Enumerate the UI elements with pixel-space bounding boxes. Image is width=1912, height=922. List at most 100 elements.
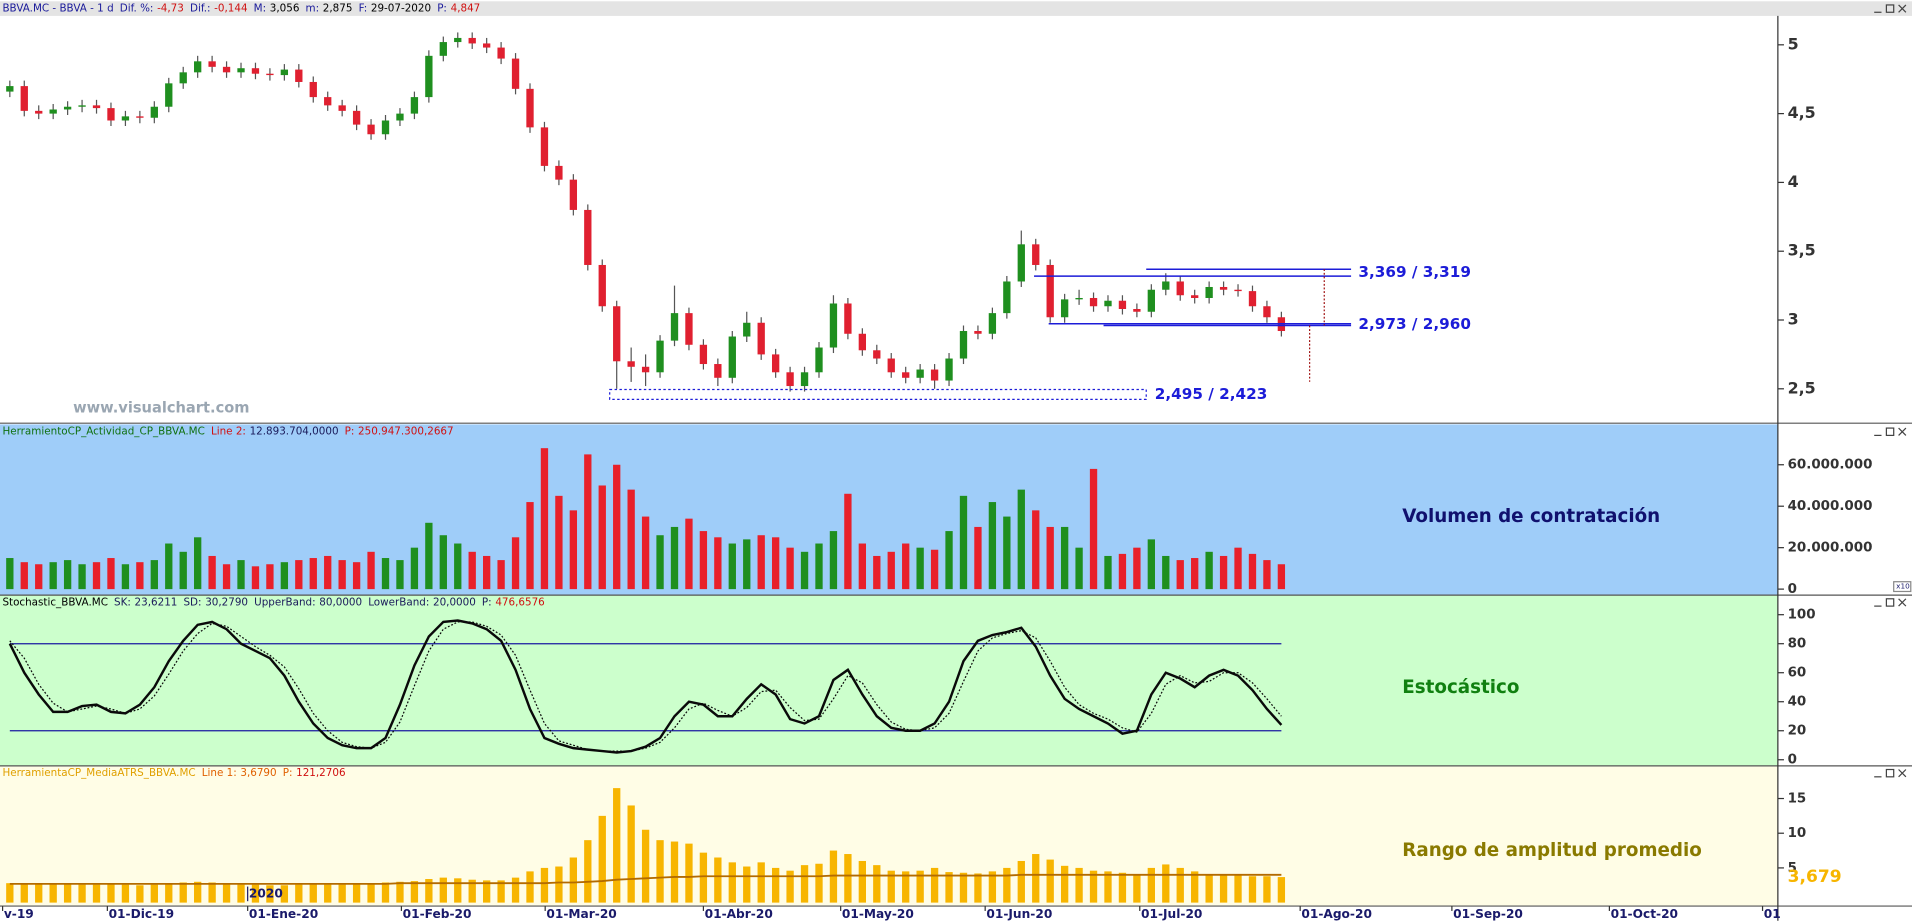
candle-body xyxy=(714,364,722,378)
bar xyxy=(1277,877,1286,903)
axis-background xyxy=(1777,765,1912,907)
bar xyxy=(714,857,722,903)
bar xyxy=(1277,564,1286,590)
bar xyxy=(887,870,895,903)
y-tick-label: 0 xyxy=(1788,582,1797,597)
y-tick-label: 60.000.000 xyxy=(1788,458,1873,473)
header-stat-value: 3,056 xyxy=(270,3,300,15)
bar xyxy=(771,867,780,903)
bar xyxy=(555,866,563,903)
candle-body xyxy=(670,313,679,341)
candle-body xyxy=(988,313,997,334)
y-tick-label: 3,5 xyxy=(1788,241,1816,260)
bar xyxy=(844,493,852,590)
bar xyxy=(1234,547,1242,590)
candle-body xyxy=(1060,299,1069,318)
bar xyxy=(743,539,751,590)
bar xyxy=(6,558,14,590)
candle-body xyxy=(974,331,982,334)
candle-body xyxy=(627,361,635,367)
candle-body xyxy=(20,86,28,111)
candle-body xyxy=(1032,244,1040,265)
candle-body xyxy=(194,61,202,73)
candle-body xyxy=(309,81,317,98)
bar xyxy=(92,884,101,903)
y-tick-label: 15 xyxy=(1788,792,1807,807)
bar xyxy=(439,877,447,903)
bar xyxy=(251,566,260,590)
bar xyxy=(1017,489,1025,590)
bar xyxy=(1219,874,1228,903)
candle-body xyxy=(916,369,924,378)
scale-note: x10 xyxy=(1896,582,1910,591)
bar xyxy=(526,502,534,590)
header-stat-value: 4,847 xyxy=(451,3,481,15)
bar xyxy=(959,495,968,590)
bar xyxy=(627,489,635,590)
x-tick-label: 01 xyxy=(1764,907,1781,921)
candle-body xyxy=(728,336,736,378)
bar xyxy=(714,537,722,590)
candle-body xyxy=(150,106,158,118)
bar xyxy=(136,562,144,590)
window-close xyxy=(1898,4,1907,13)
candle-body xyxy=(844,303,852,334)
candle-body xyxy=(251,68,260,74)
bar xyxy=(930,549,939,590)
window-close xyxy=(1898,427,1907,436)
bar xyxy=(381,558,390,590)
candle-body xyxy=(1075,297,1083,300)
bar xyxy=(569,510,578,590)
bar xyxy=(222,564,231,590)
bar xyxy=(728,543,736,590)
bar xyxy=(425,522,433,590)
bar xyxy=(930,867,939,903)
bar xyxy=(1191,558,1199,590)
axis-background xyxy=(1777,1,1912,424)
panel-header: HerramientoCP_Actividad_CP_BBVA.MC Line 2… xyxy=(2,426,453,438)
candle-body xyxy=(1176,281,1184,296)
level-label: 3,369 / 3,319 xyxy=(1358,263,1471,281)
bar xyxy=(49,883,57,903)
bar xyxy=(280,562,289,590)
bar xyxy=(1162,864,1170,903)
candle-body xyxy=(887,358,895,373)
candle-body xyxy=(555,165,563,180)
bar xyxy=(584,454,592,590)
y-tick-label: 60 xyxy=(1788,666,1807,681)
candle-body xyxy=(396,113,404,121)
bar xyxy=(49,562,57,590)
bar xyxy=(656,840,664,903)
bar xyxy=(136,885,144,903)
bar xyxy=(410,547,419,590)
bar xyxy=(121,884,130,903)
header-title: HerramientaCP_MediaATRS_BBVA.MC xyxy=(2,767,195,779)
candle-body xyxy=(468,37,476,44)
window-close xyxy=(1898,598,1907,607)
bar xyxy=(699,531,708,590)
header-stat-label: P: xyxy=(283,767,293,779)
header-stat-label: M: xyxy=(254,3,266,15)
header-stat-value: 12.893.704,0000 xyxy=(250,426,339,438)
header-title: Stochastic_BBVA.MC xyxy=(2,596,108,608)
level-label: 2,973 / 2,960 xyxy=(1358,315,1471,333)
header-stat-label: SK: xyxy=(114,596,131,608)
y-tick-label: 4,5 xyxy=(1788,103,1816,122)
window-maximize xyxy=(1885,598,1895,607)
x-tick-label: v-19 xyxy=(4,907,34,921)
bar xyxy=(1118,553,1127,590)
candle-body xyxy=(179,72,187,84)
header-stat-value: 250.947.300,2667 xyxy=(358,426,454,438)
y-tick-label: 5 xyxy=(1788,861,1797,876)
bar xyxy=(295,884,303,903)
window-maximize xyxy=(1885,768,1895,778)
candle-body xyxy=(381,120,390,135)
candle-body xyxy=(266,73,274,76)
panel-title: Estocástico xyxy=(1402,677,1519,698)
bar xyxy=(1046,859,1054,903)
bar xyxy=(800,551,809,590)
candle-body xyxy=(63,106,72,110)
header-stat-label: Dif.: xyxy=(190,3,211,15)
header-stat-label: Line 1: xyxy=(202,767,237,779)
bar xyxy=(165,883,173,903)
